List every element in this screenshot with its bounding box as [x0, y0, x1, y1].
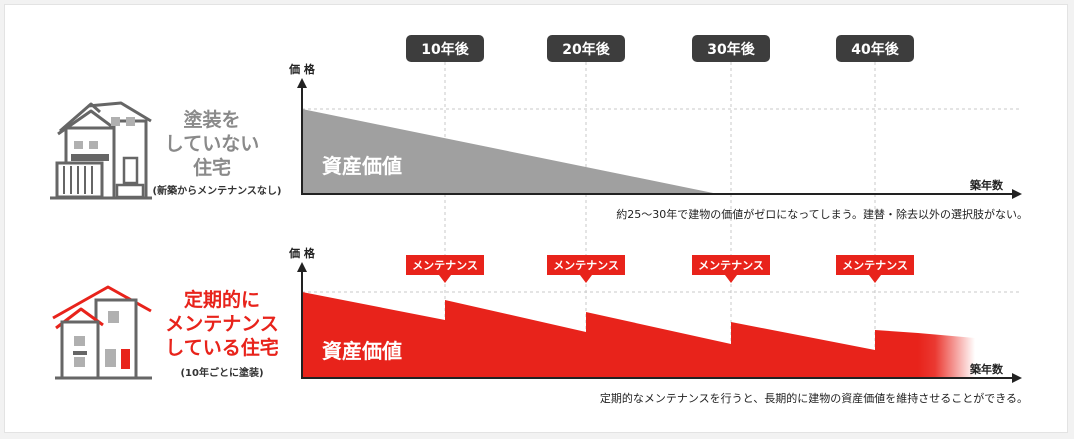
timeline-badge-30: 30年後 — [692, 35, 770, 62]
asset-value-area-top — [302, 109, 718, 194]
heading-unpainted-line2: していない — [165, 133, 259, 155]
axis-y-label-top: 価 格 — [288, 62, 316, 76]
axes-bottom — [297, 262, 1022, 383]
heading-unpainted: 塗装を していない 住宅 (新築からメンテナンスなし) — [153, 108, 282, 197]
maintenance-label-30: メンテナンス — [698, 259, 764, 272]
note-unpainted: (新築からメンテナンスなし) — [153, 184, 282, 197]
axis-y-label-bottom: 価 格 — [288, 246, 316, 260]
timeline-label-30: 30年後 — [707, 41, 755, 58]
area-label-bottom: 資産価値 — [322, 339, 402, 363]
timeline-label-10: 10年後 — [421, 41, 469, 58]
timeline-badge-20: 20年後 — [547, 35, 625, 62]
heading-unpainted-line1: 塗装を — [183, 108, 240, 131]
caption-top: 約25～30年で建物の価値がゼロになってしまう。建替・除去以外の選択肢がない。 — [616, 207, 1028, 221]
heading-maintained-line1: 定期的に — [184, 288, 260, 311]
maintenance-tag-10: メンテナンス — [406, 255, 484, 283]
area-label-top: 資産価値 — [322, 154, 402, 178]
asset-value-area-bottom — [302, 292, 918, 378]
timeline-label-20: 20年後 — [562, 41, 610, 58]
maintenance-label-10: メンテナンス — [412, 259, 478, 272]
heading-maintained-line3: している住宅 — [165, 336, 278, 359]
maintenance-label-20: メンテナンス — [553, 259, 619, 272]
heading-maintained: 定期的に メンテナンス している住宅 (10年ごとに塗装) — [165, 288, 279, 379]
maintenance-label-40: メンテナンス — [842, 259, 908, 272]
year-guide-lines — [444, 62, 876, 378]
caption-bottom: 定期的なメンテナンスを行うと、長期的に建物の資産価値を維持させることができる。 — [600, 391, 1028, 405]
asset-value-area-bottom-fade — [918, 333, 975, 378]
heading-maintained-line2: メンテナンス — [165, 313, 279, 335]
maintenance-tag-20: メンテナンス — [547, 255, 625, 283]
axis-x-label-bottom: 築年数 — [969, 362, 1004, 376]
axes-top — [297, 78, 1022, 199]
house-icon-red — [52, 285, 152, 380]
timeline-badge-10: 10年後 — [406, 35, 484, 62]
heading-unpainted-line3: 住宅 — [193, 156, 231, 179]
house-details-gray — [50, 117, 152, 200]
maintenance-tag-30: メンテナンス — [692, 255, 770, 283]
timeline-badge-40: 40年後 — [836, 35, 914, 62]
axis-x-label-top: 築年数 — [969, 178, 1004, 192]
timeline-label-40: 40年後 — [851, 41, 899, 58]
maintenance-tag-40: メンテナンス — [836, 255, 914, 283]
note-maintained: (10年ごとに塗装) — [180, 366, 263, 379]
